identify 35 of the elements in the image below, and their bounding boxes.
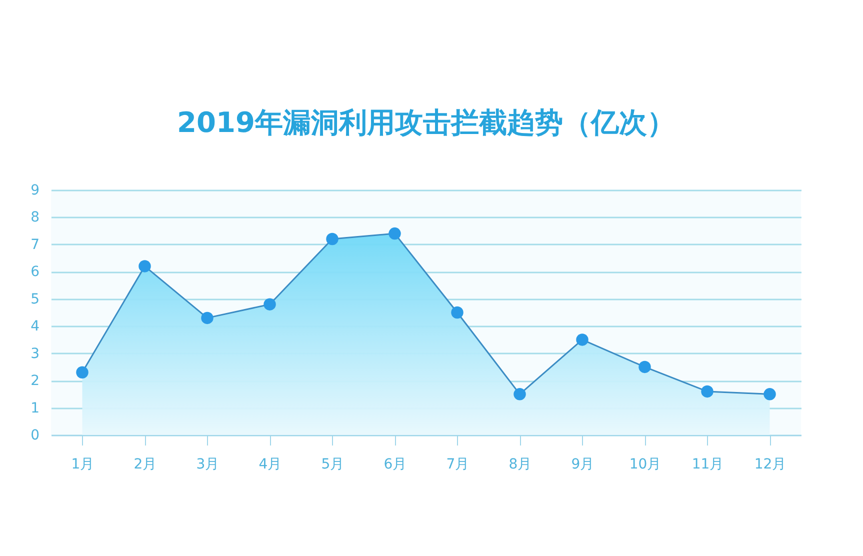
x-tick-label: 8月	[508, 456, 532, 472]
x-tick-label: 11月	[692, 456, 724, 472]
x-tick-label: 6月	[384, 456, 407, 472]
y-tick-label: 7	[30, 236, 40, 253]
x-tick-label: 2月	[134, 456, 157, 472]
point	[576, 334, 588, 346]
y-tick-label: 0	[30, 428, 40, 444]
y-tick-label: 2	[30, 373, 40, 390]
y-tick-label: 6	[30, 264, 40, 280]
point	[451, 306, 464, 319]
x-tick-label: 1月	[71, 456, 94, 472]
point	[638, 360, 651, 374]
x-tick-label: 3月	[196, 456, 220, 472]
point	[326, 232, 338, 246]
x-tick-label: 10月	[629, 456, 662, 472]
x-tick-label: 7月	[446, 456, 470, 472]
x-tick-label: 12月	[754, 456, 786, 472]
y-tick-label: 4	[30, 318, 40, 335]
point	[138, 260, 151, 272]
point	[264, 298, 276, 310]
y-tick-label: 3	[30, 346, 40, 362]
x-tick-label: 9月	[571, 456, 594, 472]
point	[201, 312, 214, 324]
point	[764, 388, 776, 400]
y-tick-label: 9	[30, 182, 40, 198]
point	[514, 388, 526, 400]
point	[701, 385, 714, 398]
x-tick-label: 4月	[258, 456, 282, 472]
x-tick-label: 5月	[321, 456, 344, 472]
y-tick-label: 8	[30, 210, 40, 226]
y-tick-label: 5	[30, 291, 40, 308]
point	[76, 366, 88, 378]
point	[388, 227, 401, 240]
chart-title: 2019年漏洞利用攻击拦截趋势（亿次）	[177, 106, 675, 139]
y-tick-label: 1	[30, 400, 40, 416]
